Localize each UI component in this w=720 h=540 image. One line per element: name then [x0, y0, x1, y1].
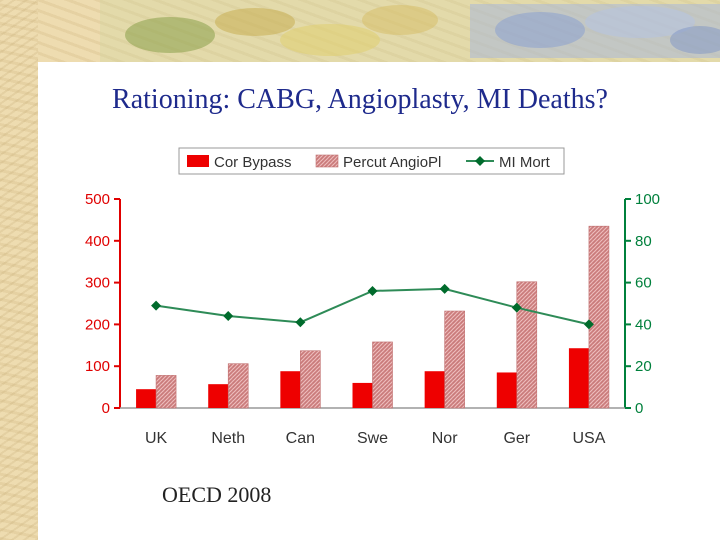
left-decoration	[0, 0, 38, 540]
x-tick-label: UK	[145, 430, 168, 447]
x-tick-label: Can	[286, 430, 315, 447]
left-tick-label: 400	[85, 233, 110, 250]
right-tick-label: 40	[635, 316, 652, 333]
left-tick-label: 500	[85, 191, 110, 208]
mi-mort-point	[295, 317, 306, 328]
mi-mort-point	[439, 283, 450, 294]
angioplasty-bar	[444, 310, 465, 409]
cor-bypass-bar	[280, 371, 301, 408]
cor-bypass-bar	[496, 372, 517, 408]
right-tick-label: 100	[635, 191, 660, 208]
cor-bypass-bar	[352, 382, 373, 408]
mi-mort-point	[583, 319, 594, 330]
x-tick-label: Swe	[357, 430, 388, 447]
angioplasty-bar	[227, 363, 249, 409]
x-tick-label: Neth	[211, 430, 245, 447]
left-tick-label: 200	[85, 316, 110, 333]
cor-bypass-bar	[424, 371, 445, 408]
angioplasty-bar	[588, 225, 610, 409]
legend-marker-mi-mort	[475, 156, 485, 166]
angioplasty-bar	[516, 281, 538, 409]
leaf-decoration-image	[100, 0, 720, 62]
right-tick-label: 60	[635, 275, 652, 292]
right-tick-label: 0	[635, 400, 643, 417]
legend-swatch-cor-bypass	[187, 155, 209, 167]
x-tick-label: Ger	[503, 430, 530, 447]
cor-bypass-bar	[208, 384, 229, 408]
mi-mort-point	[511, 302, 522, 313]
legend-label-cor-bypass: Cor Bypass	[214, 154, 292, 171]
angioplasty-bar	[300, 350, 321, 409]
left-tick-label: 0	[102, 400, 110, 417]
mi-mort-point	[367, 285, 378, 296]
source-note: OECD 2008	[162, 482, 272, 507]
top-decoration	[0, 0, 720, 62]
left-tick-label: 300	[85, 275, 110, 292]
angioplasty-bar	[372, 341, 393, 409]
x-tick-label: Nor	[432, 430, 458, 447]
right-tick-label: 80	[635, 233, 652, 250]
legend-label-mi-mort: MI Mort	[499, 154, 551, 171]
mi-mort-point	[151, 300, 162, 311]
mi-mort-point	[223, 311, 234, 322]
legend-label-angioplasty: Percut AngioPl	[343, 154, 441, 171]
angioplasty-bar	[155, 375, 177, 409]
left-tick-label: 100	[85, 358, 110, 375]
x-tick-label: USA	[572, 430, 605, 447]
cor-bypass-bar	[136, 389, 157, 408]
legend-box	[178, 147, 565, 175]
right-tick-label: 20	[635, 358, 652, 375]
cor-bypass-bar	[568, 348, 589, 408]
legend-swatch-angioplasty	[315, 154, 339, 168]
slide-title: Rationing: CABG, Angioplasty, MI Deaths?	[112, 84, 608, 115]
